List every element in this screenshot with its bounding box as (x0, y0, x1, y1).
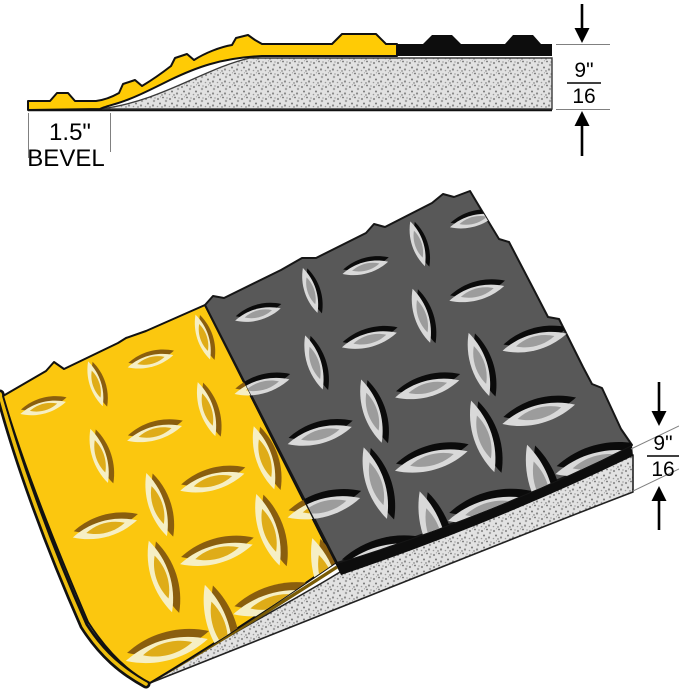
profile-thickness-dimension: 9" 16 (556, 4, 610, 156)
dimension-arrow-down-icon (651, 382, 667, 426)
dimension-arrow-down-icon (574, 4, 590, 43)
perspective-thickness-dimension: 9" 16 (630, 382, 679, 530)
bevel-text-label: BEVEL (27, 145, 104, 172)
profile-view: 9" 16 1.5" BEVEL (27, 4, 610, 172)
thickness-numerator: 9" (574, 59, 593, 82)
dimension-arrow-up-icon (651, 486, 667, 530)
mat-granite-side-face (149, 454, 634, 684)
profile-black-strip-shape (397, 35, 552, 56)
profile-bevel-dimension: 1.5" BEVEL (27, 113, 111, 172)
extension-line-top (630, 425, 679, 450)
thickness-numerator: 9" (653, 432, 672, 455)
thickness-denominator: 16 (572, 85, 595, 108)
perspective-view: 9" 16 (0, 190, 679, 689)
extension-line-bottom (632, 468, 679, 492)
profile-granite-core (99, 57, 553, 110)
mat-left-edge-band (0, 389, 151, 689)
dimension-arrow-up-icon (574, 111, 590, 156)
profile-yellow-bevel-shape (27, 33, 398, 111)
thickness-denominator: 16 (651, 458, 674, 481)
bevel-width-label: 1.5" (49, 119, 91, 146)
